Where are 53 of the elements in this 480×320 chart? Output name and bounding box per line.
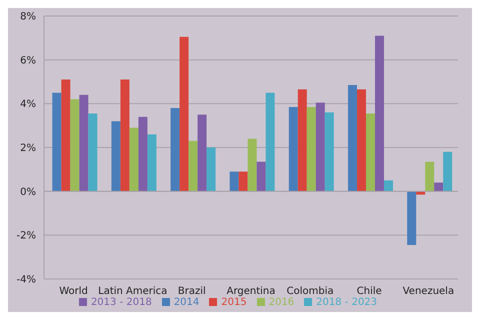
bar bbox=[374, 36, 384, 192]
x-tick-label: Argentina bbox=[226, 286, 276, 298]
x-tick-label: Latin America bbox=[98, 286, 168, 298]
bar bbox=[348, 85, 357, 192]
legend-label: 2013 - 2018 bbox=[90, 297, 152, 308]
y-tick-label: 8% bbox=[20, 12, 36, 23]
x-tick-label: Venezuela bbox=[402, 286, 454, 298]
bar bbox=[256, 162, 266, 192]
bar bbox=[384, 180, 393, 192]
y-tick-label: 6% bbox=[20, 55, 36, 66]
bar bbox=[61, 80, 70, 192]
bar bbox=[425, 162, 434, 192]
bar bbox=[356, 89, 366, 192]
legend-label: 2018 - 2023 bbox=[316, 297, 378, 308]
bar bbox=[70, 99, 80, 192]
bar bbox=[147, 134, 156, 192]
bar bbox=[366, 114, 375, 192]
bar bbox=[288, 106, 298, 192]
bar bbox=[170, 108, 180, 192]
bar bbox=[206, 148, 216, 192]
y-tick-label: 4% bbox=[20, 99, 36, 110]
bar bbox=[266, 92, 275, 192]
bar bbox=[407, 191, 416, 246]
legend-label: 2015 bbox=[221, 297, 247, 308]
x-tick-label: Chile bbox=[356, 286, 382, 298]
bar bbox=[306, 106, 316, 192]
bar bbox=[111, 121, 120, 192]
bar bbox=[138, 116, 148, 192]
y-tick-label: -4% bbox=[16, 274, 36, 286]
x-tick-label: Colombia bbox=[286, 286, 334, 298]
bar bbox=[88, 114, 98, 192]
x-tick-label: World bbox=[59, 286, 88, 298]
bar bbox=[129, 128, 138, 192]
x-tick-label: Brazil bbox=[178, 286, 206, 298]
bar bbox=[443, 152, 452, 192]
bar bbox=[52, 92, 62, 192]
bar bbox=[180, 36, 189, 192]
y-tick-label: 2% bbox=[20, 143, 36, 154]
bar bbox=[238, 172, 248, 192]
bar bbox=[188, 140, 198, 192]
bar bbox=[316, 102, 325, 192]
bar bbox=[248, 138, 257, 192]
legend-label: 2016 bbox=[268, 297, 294, 308]
bar bbox=[198, 114, 207, 192]
bar bbox=[298, 89, 307, 192]
y-tick-label: -2% bbox=[16, 230, 36, 242]
y-tick-label: 0% bbox=[20, 186, 36, 198]
legend-label: 2014 bbox=[174, 297, 200, 308]
bar bbox=[324, 112, 334, 192]
bar bbox=[434, 182, 444, 192]
bar bbox=[79, 94, 88, 192]
bar bbox=[120, 80, 130, 192]
bar bbox=[230, 172, 239, 192]
